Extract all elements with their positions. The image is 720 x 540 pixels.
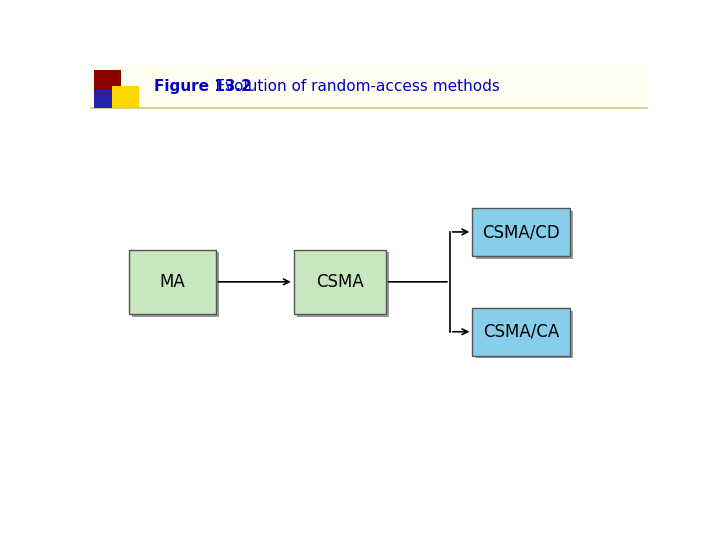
Bar: [90, 65, 648, 109]
FancyBboxPatch shape: [472, 208, 570, 256]
Text: Evolution of random-access methods: Evolution of random-access methods: [196, 79, 500, 94]
FancyBboxPatch shape: [294, 250, 386, 314]
FancyBboxPatch shape: [129, 250, 215, 314]
Bar: [94, 70, 121, 102]
Text: MA: MA: [159, 273, 185, 291]
FancyBboxPatch shape: [297, 252, 389, 317]
Text: CSMA: CSMA: [316, 273, 364, 291]
FancyBboxPatch shape: [476, 310, 573, 359]
Bar: [94, 90, 112, 109]
Text: CSMA/CA: CSMA/CA: [483, 323, 559, 341]
Text: CSMA/CD: CSMA/CD: [482, 223, 560, 241]
FancyBboxPatch shape: [132, 252, 219, 317]
Bar: [112, 85, 139, 109]
Text: Figure 13.2: Figure 13.2: [154, 79, 252, 94]
FancyBboxPatch shape: [476, 211, 573, 259]
FancyBboxPatch shape: [472, 308, 570, 356]
